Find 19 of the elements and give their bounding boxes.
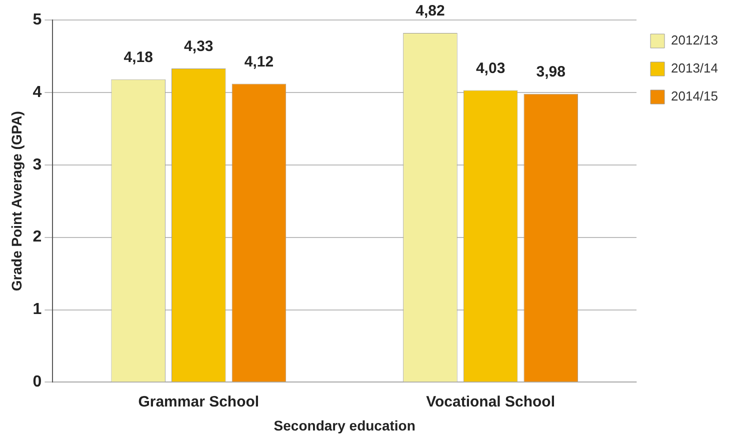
legend-label: 2012/13	[671, 32, 718, 48]
y-tick-label: 0	[32, 374, 42, 391]
data-label: 4,18	[124, 49, 153, 66]
data-label: 3,98	[536, 64, 566, 81]
legend-label: 2013/14	[671, 60, 718, 76]
y-tick-label: 4	[32, 84, 42, 101]
legend-label: 2014/15	[671, 88, 718, 104]
x-tick-label: Vocational School	[426, 393, 556, 410]
x-axis-title: Secondary education	[274, 417, 416, 434]
data-label: 4,82	[416, 2, 445, 20]
y-axis-title: Grade Point Average (GPA)	[8, 111, 24, 292]
y-tick-label: 2	[32, 228, 42, 246]
data-label: 4,03	[476, 60, 506, 77]
data-label: 4,33	[184, 38, 214, 56]
y-tick-label: 5	[32, 11, 42, 28]
y-tick-label: 1	[32, 301, 42, 318]
x-tick-label: Grammar School	[138, 393, 260, 410]
y-tick-label: 3	[32, 156, 42, 174]
data-label: 4,12	[244, 53, 274, 70]
